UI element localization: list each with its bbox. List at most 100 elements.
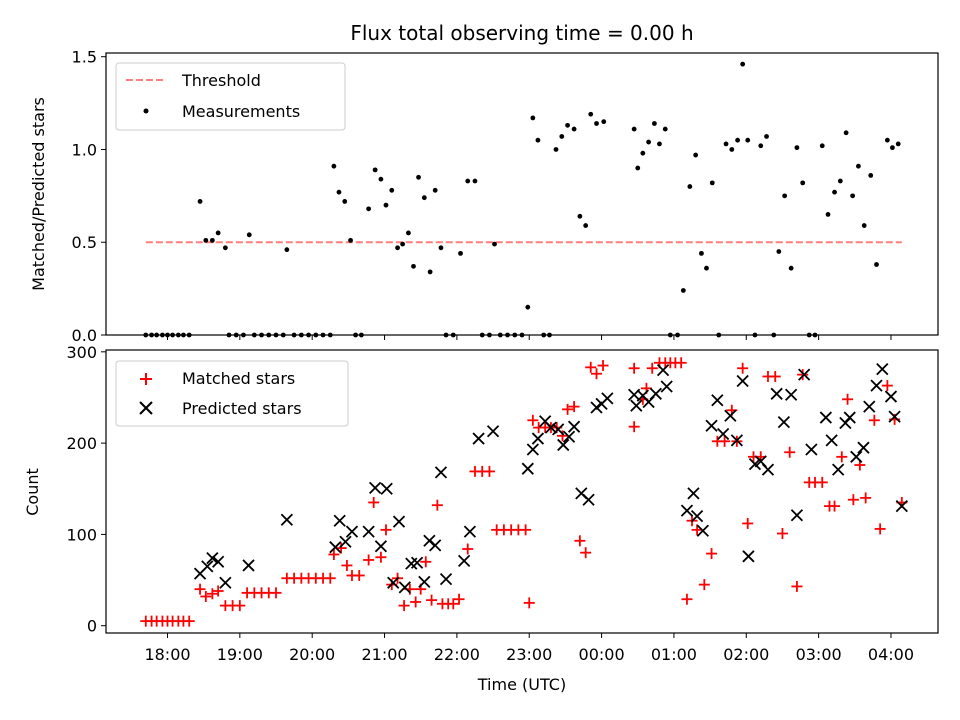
- matched-point-49: [453, 593, 465, 605]
- predicted-point-54: [705, 419, 718, 432]
- measurement-point-33: [348, 237, 353, 243]
- measurement-point-43: [406, 230, 411, 236]
- measurement-point-32: [342, 199, 348, 204]
- measurement-point-23: [284, 247, 290, 253]
- predicted-point-55: [711, 394, 724, 407]
- predicted-point-64: [770, 387, 783, 400]
- matched-point-93: [742, 517, 754, 529]
- x-tick-label: 01:00: [651, 645, 697, 664]
- measurement-point-47: [427, 269, 433, 275]
- measurement-point-117: [874, 262, 879, 267]
- matched-point-44: [426, 594, 438, 606]
- predicted-point-30: [526, 443, 539, 456]
- predicted-point-65: [777, 415, 791, 429]
- x-tick-label: 02:00: [723, 645, 769, 664]
- top-x-ticks: [166, 335, 892, 340]
- x-tick-label: 04:00: [868, 645, 914, 664]
- matched-point-35: [375, 551, 387, 563]
- measurement-point-111: [837, 178, 843, 184]
- bottom-plot-area: [140, 357, 908, 627]
- measurement-point-90: [709, 180, 715, 186]
- measurement-point-13: [222, 245, 228, 251]
- measurement-point-39: [383, 202, 389, 208]
- top-axes-frame: [105, 52, 939, 336]
- matched-point-50: [462, 543, 474, 555]
- measurement-point-71: [577, 213, 583, 219]
- predicted-point-16: [392, 515, 406, 528]
- measurement-point-104: [794, 145, 800, 151]
- measurement-point-46: [421, 195, 427, 201]
- matched-point-97: [769, 370, 781, 382]
- measurement-point-113: [850, 193, 856, 199]
- predicted-point-24: [439, 573, 453, 586]
- measurement-point-41: [395, 245, 400, 251]
- measurement-point-73: [588, 111, 594, 117]
- measurement-point-30: [331, 163, 337, 169]
- matched-point-70: [585, 361, 597, 373]
- top-y-tick-label: 0.0: [72, 326, 97, 345]
- bottom-y-tick-label: 200: [66, 434, 97, 453]
- predicted-point-26: [463, 525, 477, 538]
- measurement-point-62: [525, 304, 531, 310]
- predicted-point-72: [832, 463, 845, 476]
- top-plot-area: [143, 61, 902, 338]
- measurement-point-118: [884, 137, 890, 143]
- predicted-point-82: [895, 499, 908, 513]
- x-tick-label: 23:00: [506, 645, 552, 664]
- predicted-point-34: [552, 423, 565, 436]
- x-tick-label: 00:00: [579, 645, 625, 664]
- measurement-point-48: [432, 187, 438, 193]
- measurement-point-49: [438, 245, 444, 251]
- bottom-y-axis-label: Count: [23, 468, 42, 516]
- matched-point-66: [562, 403, 574, 415]
- measurement-point-68: [559, 134, 565, 139]
- predicted-point-20: [418, 575, 431, 589]
- measurement-point-11: [209, 237, 215, 243]
- top-y-tick-label: 1.0: [72, 140, 97, 159]
- predicted-point-40: [590, 401, 603, 414]
- predicted-point-75: [850, 450, 863, 463]
- measurement-point-94: [735, 137, 740, 143]
- measurement-point-115: [861, 223, 867, 228]
- measurement-point-114: [856, 163, 861, 169]
- predicted-point-51: [687, 487, 700, 500]
- top-y-ticks: 0.0 0.5 1.0 1.5: [72, 48, 106, 345]
- predicted-point-80: [884, 390, 898, 403]
- measurement-point-69: [565, 122, 570, 128]
- predicted-point-8: [333, 514, 346, 527]
- measurement-point-80: [651, 121, 657, 126]
- predicted-point-74: [843, 411, 856, 424]
- predicted-point-25: [457, 554, 471, 568]
- matched-point-71: [591, 368, 603, 380]
- bottom-legend-box: [115, 360, 349, 427]
- predicted-point-50: [680, 504, 694, 517]
- measurement-point-10: [203, 237, 209, 243]
- matched-point-111: [860, 492, 872, 504]
- predicted-point-63: [761, 463, 775, 476]
- bottom-y-tick-label: 100: [66, 525, 97, 544]
- predicted-point-4: [219, 576, 232, 589]
- measurement-point-112: [843, 130, 849, 136]
- matched-point-41: [410, 596, 422, 608]
- measurement-point-116: [868, 173, 874, 178]
- measurement-point-74: [594, 121, 599, 126]
- matched-point-108: [842, 393, 854, 405]
- predicted-point-47: [649, 387, 662, 400]
- matched-point-30: [341, 559, 353, 571]
- measurement-point-79: [646, 139, 652, 145]
- measurement-point-88: [699, 250, 704, 256]
- bottom-y-ticks: 0 100 200 300: [66, 343, 106, 636]
- predicted-point-23: [434, 466, 448, 479]
- measurement-point-45: [416, 174, 421, 180]
- measurement-point-53: [465, 178, 471, 184]
- predicted-point-13: [374, 540, 388, 553]
- matched-point-8: [183, 615, 195, 627]
- matched-point-45: [431, 499, 443, 511]
- matched-point-101: [797, 369, 809, 381]
- predicted-point-27: [472, 432, 485, 445]
- predicted-point-44: [630, 399, 643, 412]
- matched-point-86: [698, 579, 710, 591]
- matched-point-15: [234, 600, 246, 612]
- legend-measurements-swatch: [143, 108, 149, 114]
